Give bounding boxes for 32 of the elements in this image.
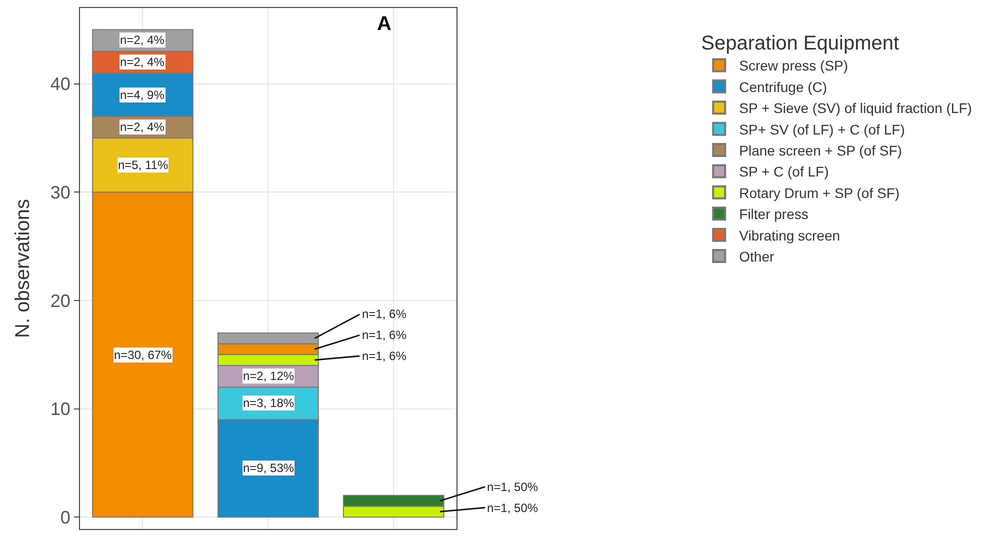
- data-label: n=1, 6%: [362, 307, 407, 321]
- data-label: n=2, 4%: [120, 55, 165, 69]
- y-tick-label: 30: [50, 182, 70, 202]
- data-label: n=2, 12%: [243, 369, 294, 383]
- data-label: n=9, 53%: [243, 461, 294, 475]
- data-label: n=30, 67%: [114, 348, 172, 362]
- y-tick-label: 0: [60, 507, 70, 528]
- data-label: n=1, 6%: [362, 328, 407, 342]
- y-axis-title: N. observations: [12, 199, 34, 338]
- legend-label: Vibrating screen: [739, 227, 840, 244]
- y-tick-label: 40: [50, 74, 70, 94]
- legend-label: Rotary Drum + SP (of SF): [739, 184, 900, 201]
- legend-label: Centrifuge (C): [739, 78, 828, 95]
- legend-label: SP + C (of LF): [739, 164, 829, 180]
- data-label: n=1, 50%: [487, 480, 538, 494]
- legend-label: SP + Sieve (SV) of liquid fraction (LF): [739, 100, 972, 116]
- data-label: n=5, 11%: [118, 158, 168, 172]
- y-tick-label: 20: [50, 290, 70, 311]
- legend-label: Screw press (SP): [739, 58, 848, 74]
- y-tick-label: 10: [50, 399, 70, 420]
- legend-label: Other: [739, 248, 774, 264]
- data-label: n=2, 4%: [120, 33, 165, 47]
- legend-label: Filter press: [739, 206, 808, 222]
- legend-label: Plane screen + SP (of SF): [739, 142, 902, 158]
- data-label: n=1, 50%: [487, 501, 538, 515]
- data-label: n=2, 4%: [120, 120, 165, 134]
- data-label: n=4, 9%: [120, 88, 165, 102]
- data-label: n=1, 6%: [362, 349, 407, 363]
- legend-title: Separation Equipment: [701, 32, 900, 55]
- legend-label: SP+ SV (of LF) + C (of LF): [739, 121, 905, 138]
- data-label: n=3, 18%: [243, 396, 294, 410]
- chart-title: A: [377, 13, 392, 35]
